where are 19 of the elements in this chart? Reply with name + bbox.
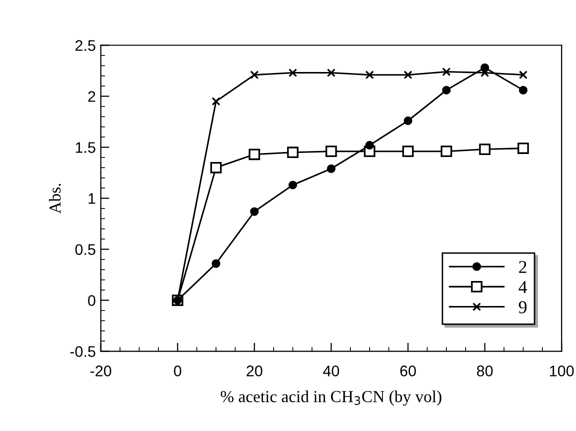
x-tick-label: 80 — [476, 366, 493, 376]
y-axis-title: Abs. — [48, 184, 61, 214]
legend-label: 4 — [518, 281, 528, 294]
x-tick-label: 100 — [550, 366, 574, 376]
y-tick-label: 0.5 — [75, 244, 96, 255]
legend-label: 2 — [519, 260, 526, 273]
y-tick-label: -0.5 — [70, 346, 96, 357]
y-tick-label: 2.5 — [75, 40, 96, 51]
x-tick-label: -20 — [90, 366, 112, 376]
x-tick-label: 0 — [174, 366, 182, 376]
x-tick-label: 40 — [323, 366, 340, 376]
y-tick-label: 1 — [88, 193, 96, 204]
x-tick-label: 20 — [246, 366, 262, 376]
y-tick-label: 0 — [88, 295, 96, 306]
y-tick-label: 2 — [88, 91, 96, 102]
y-tick-label: 1.5 — [76, 142, 96, 153]
legend-label: 9 — [518, 301, 527, 314]
x-axis-title: % acetic acid in CH$_{3}$CN (by vol) — [220, 390, 442, 406]
x-tick-label: 60 — [400, 366, 416, 376]
